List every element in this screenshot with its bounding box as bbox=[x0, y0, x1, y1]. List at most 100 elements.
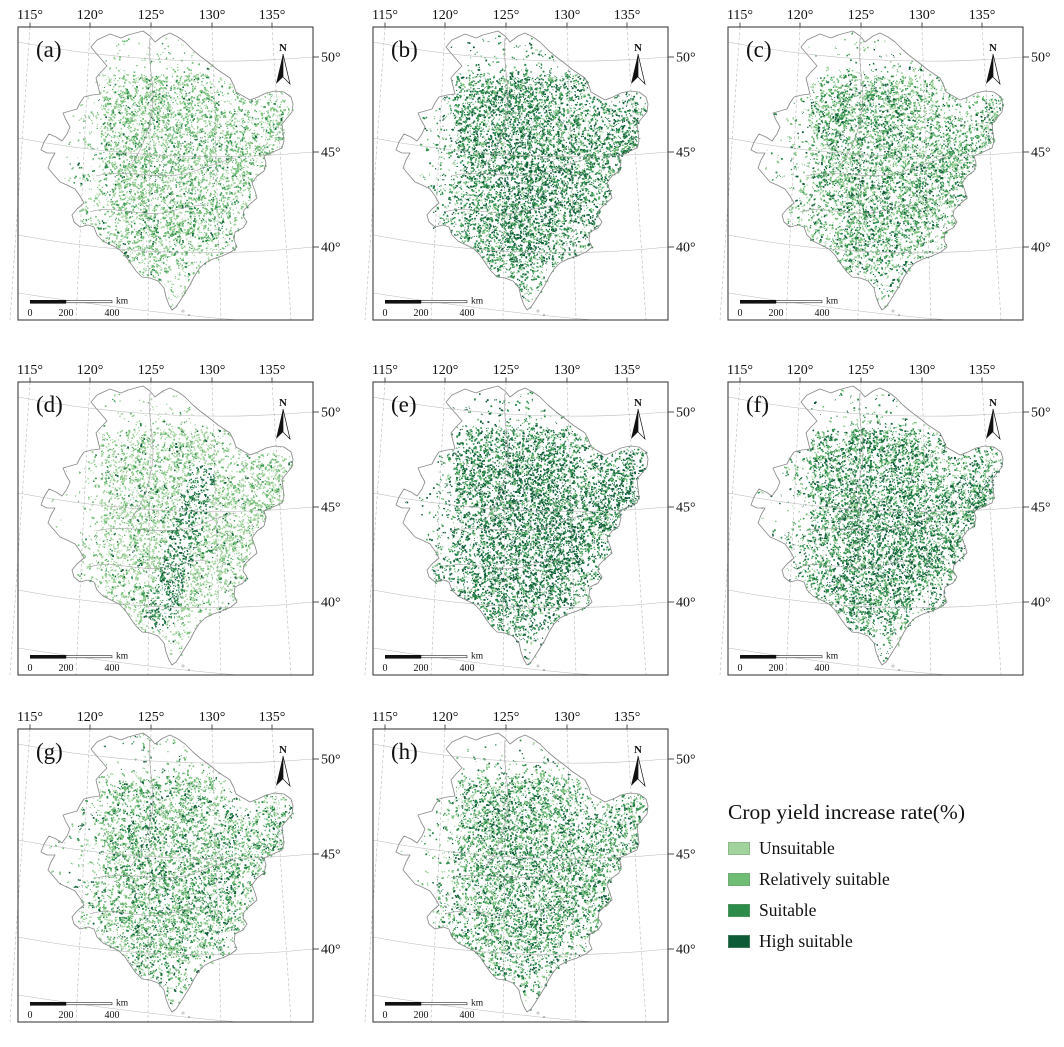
map-frame bbox=[727, 381, 1024, 676]
lat-label: 45° bbox=[1031, 146, 1051, 161]
scalebar-unit: km bbox=[116, 297, 129, 307]
map-frame bbox=[17, 381, 314, 676]
panel-letter: (e) bbox=[391, 392, 417, 417]
scalebar-label: 0 bbox=[383, 308, 388, 319]
lat-label: 40° bbox=[321, 241, 341, 256]
map-raster bbox=[0, 355, 354, 700]
panel-letter: (g) bbox=[36, 739, 63, 764]
lat-label: 40° bbox=[676, 596, 696, 611]
scalebar-unit: km bbox=[116, 999, 129, 1009]
graticule bbox=[9, 728, 314, 1023]
island bbox=[542, 668, 546, 672]
map-raster bbox=[355, 355, 709, 700]
scalebar-label: 200 bbox=[414, 1010, 429, 1021]
map-frame bbox=[372, 381, 669, 676]
lat-label: 40° bbox=[676, 943, 696, 958]
scalebar-label: 0 bbox=[28, 663, 33, 674]
island bbox=[187, 1015, 191, 1019]
lon-label: 115° bbox=[372, 710, 398, 725]
province-border bbox=[839, 37, 864, 167]
island bbox=[187, 313, 191, 317]
lon-label: 135° bbox=[614, 363, 641, 378]
island bbox=[181, 309, 185, 313]
lon-label: 125° bbox=[138, 710, 165, 725]
scale-bar: km 0 200 400 bbox=[28, 652, 129, 675]
legend-swatch-unsuitable bbox=[728, 841, 750, 855]
island bbox=[891, 309, 895, 313]
province-border bbox=[805, 157, 947, 177]
map-panel: 115° 120° 125° 130° 135° 50° 45° 40° (g)… bbox=[0, 702, 354, 1047]
north-label: N bbox=[279, 42, 287, 54]
province-border bbox=[444, 560, 562, 569]
province-border bbox=[129, 392, 154, 522]
scalebar-label: 200 bbox=[59, 308, 74, 319]
axis-ticks bbox=[739, 22, 1029, 248]
scalebar-label: 0 bbox=[28, 308, 33, 319]
legend-swatch-high-suitable bbox=[728, 934, 750, 948]
legend: Crop yield increase rate(%) Unsuitable R… bbox=[728, 800, 1058, 963]
lat-label: 40° bbox=[676, 241, 696, 256]
panel-letter: (f) bbox=[746, 392, 769, 417]
north-arrow-icon: N bbox=[631, 397, 646, 441]
lat-label: 45° bbox=[321, 146, 341, 161]
scalebar-label: 0 bbox=[383, 663, 388, 674]
region-outline bbox=[40, 30, 294, 311]
north-arrow-icon: N bbox=[631, 744, 646, 788]
lon-label: 125° bbox=[493, 8, 520, 23]
province-border bbox=[450, 859, 592, 879]
graticule bbox=[364, 728, 669, 1023]
graticule bbox=[719, 26, 1024, 321]
scalebar-label: 200 bbox=[59, 1010, 74, 1021]
north-arrow-icon: N bbox=[631, 42, 646, 86]
scalebar-label: 200 bbox=[769, 663, 784, 674]
lat-label: 45° bbox=[676, 501, 696, 516]
legend-title: Crop yield increase rate(%) bbox=[728, 800, 965, 824]
lon-label: 135° bbox=[259, 8, 286, 23]
lat-label: 40° bbox=[321, 943, 341, 958]
axis-ticks bbox=[29, 724, 319, 950]
scale-bar: km 0 200 400 bbox=[738, 652, 839, 675]
lon-label: 125° bbox=[848, 363, 875, 378]
scalebar-label: 400 bbox=[460, 308, 475, 319]
province-border bbox=[839, 392, 864, 522]
province-border bbox=[799, 205, 917, 214]
panel-letter: (b) bbox=[391, 37, 418, 62]
lat-label: 50° bbox=[321, 753, 341, 768]
axis-ticks bbox=[739, 377, 1029, 603]
map-panel: 115° 120° 125° 130° 135° 50° 45° 40° (e)… bbox=[355, 355, 709, 700]
axis-ticks bbox=[384, 22, 674, 248]
north-arrow-icon: N bbox=[986, 397, 1001, 441]
panel-letter: (d) bbox=[36, 392, 63, 417]
legend-swatch-relatively-suitable bbox=[728, 872, 750, 886]
north-arrow-icon: N bbox=[986, 42, 1001, 86]
lon-label: 125° bbox=[138, 8, 165, 23]
lat-label: 45° bbox=[676, 848, 696, 863]
scalebar-unit: km bbox=[471, 297, 484, 307]
lon-label: 115° bbox=[372, 363, 398, 378]
panel-letter: (c) bbox=[746, 37, 772, 62]
north-arrow-icon: N bbox=[276, 42, 291, 86]
lon-label: 130° bbox=[909, 363, 936, 378]
lon-label: 130° bbox=[909, 8, 936, 23]
map-frame bbox=[372, 26, 669, 321]
lon-label: 115° bbox=[17, 363, 43, 378]
map-panel: 115° 120° 125° 130° 135° 50° 45° 40° (c)… bbox=[710, 0, 1064, 345]
province-border bbox=[89, 907, 207, 916]
province-border bbox=[89, 560, 207, 569]
lon-label: 115° bbox=[17, 710, 43, 725]
map-overlay: 115° 120° 125° 130° 135° 50° 45° 40° (g)… bbox=[9, 710, 341, 1023]
lon-label: 115° bbox=[727, 363, 753, 378]
island bbox=[897, 313, 901, 317]
lon-label: 120° bbox=[432, 8, 459, 23]
map-raster bbox=[0, 0, 354, 345]
province-border bbox=[805, 512, 947, 532]
province-border bbox=[450, 157, 592, 177]
province-border bbox=[95, 859, 237, 879]
scalebar-label: 400 bbox=[460, 1010, 475, 1021]
province-border bbox=[484, 739, 509, 869]
island bbox=[536, 309, 540, 313]
lat-label: 45° bbox=[321, 501, 341, 516]
graticule bbox=[9, 381, 314, 676]
graticule bbox=[719, 381, 1024, 676]
lon-label: 115° bbox=[372, 8, 398, 23]
